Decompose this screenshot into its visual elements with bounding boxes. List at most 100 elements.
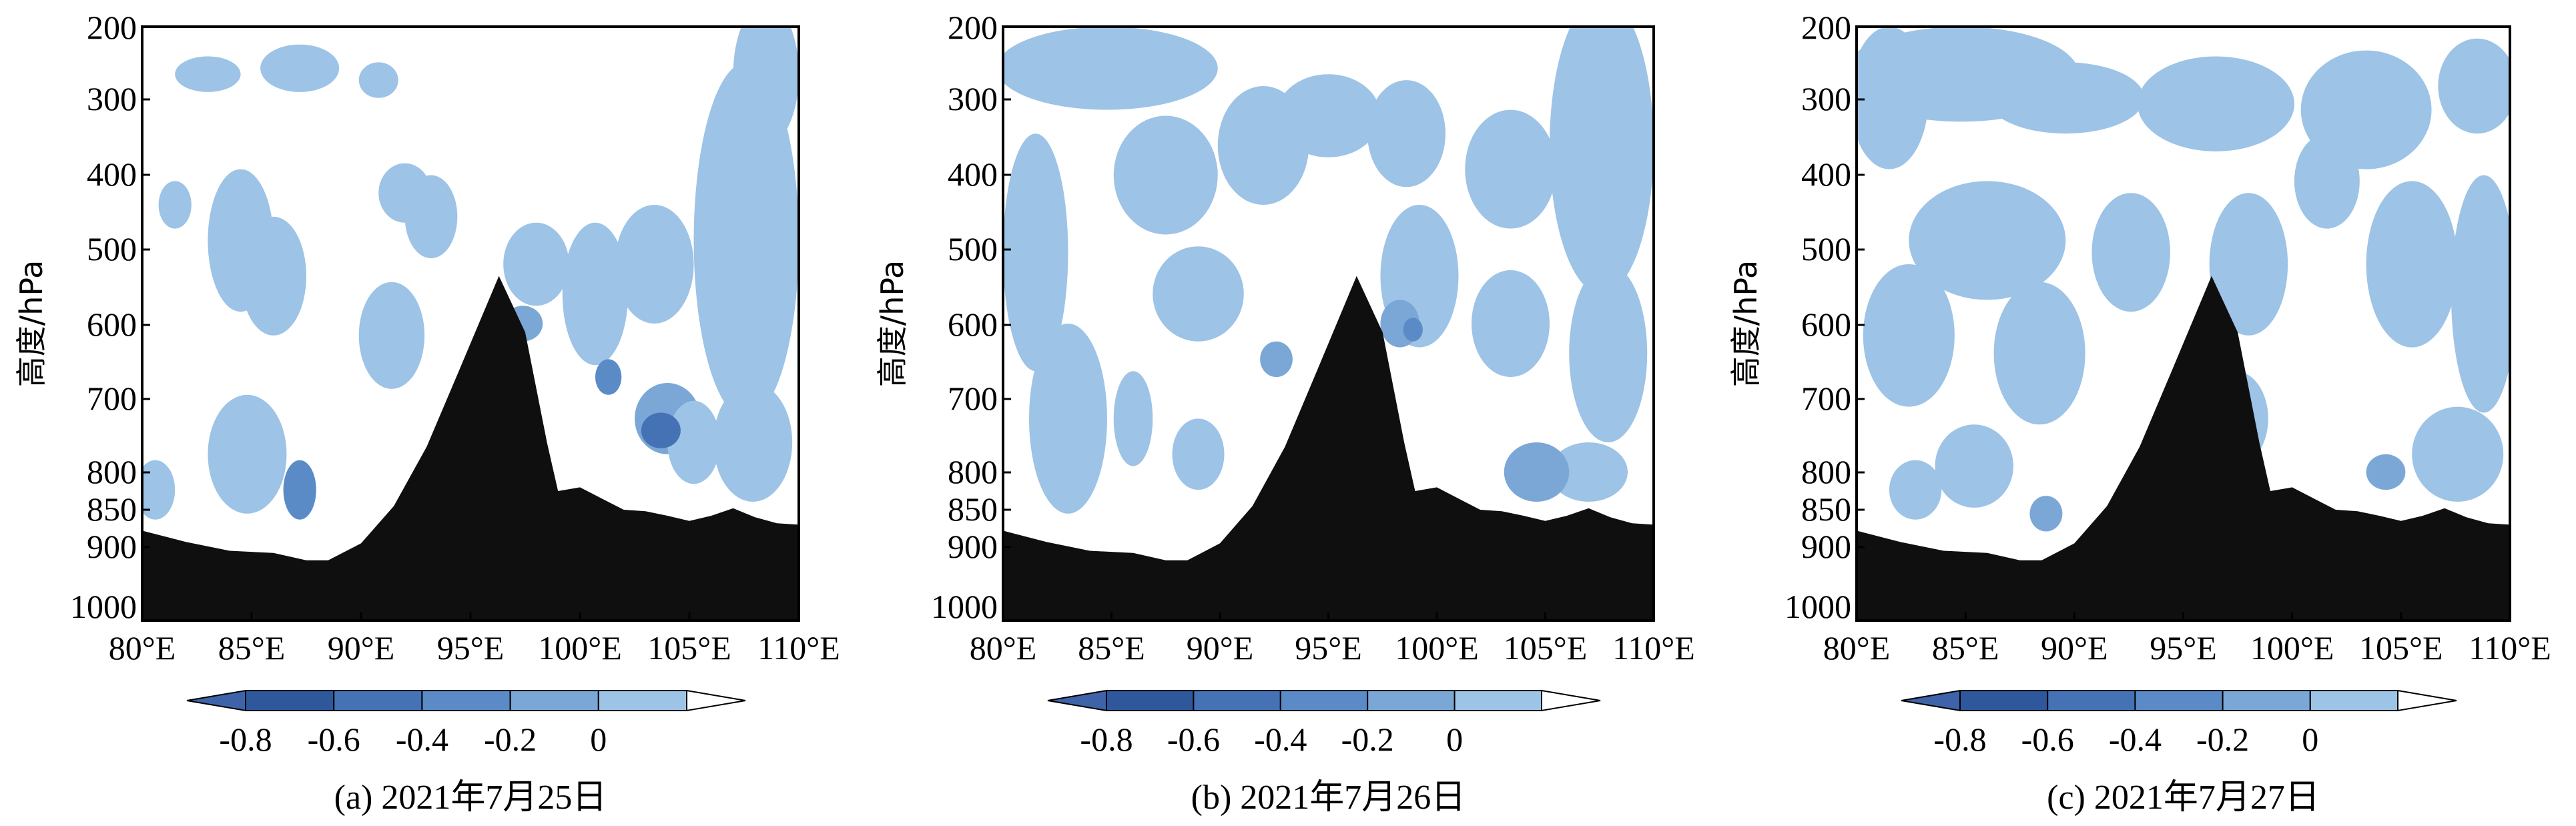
colorbar-tick-label: -0.4: [1254, 721, 1307, 758]
shading-region: [2366, 181, 2458, 348]
omega-shading: [1003, 27, 1654, 514]
x-tick-label: 80°E: [1823, 629, 1891, 667]
shading-region: [2209, 193, 2288, 336]
colorbar-tick-label: -0.6: [1167, 721, 1220, 758]
x-tick-label: 95°E: [1295, 629, 1362, 667]
y-tick-label: 1000: [1785, 588, 1851, 625]
colorbar-segment: [1106, 690, 1195, 711]
y-tick-label: 900: [1801, 528, 1851, 565]
colorbar-extend-max: [2397, 689, 2457, 712]
x-tick-label: 85°E: [218, 629, 286, 667]
shading-region: [1153, 246, 1244, 342]
shading-region: [2091, 193, 2170, 312]
shading-region: [693, 62, 799, 419]
shading-region: [2366, 454, 2406, 490]
colorbar: -0.8 -0.6 -0.4 -0.2 0: [186, 689, 746, 758]
colorbar-tick-label: -0.4: [2109, 721, 2162, 758]
colorbar-segment: [597, 690, 687, 711]
colorbar: -0.8 -0.6 -0.4 -0.2 0: [1901, 689, 2457, 758]
y-tick-label: 700: [948, 380, 998, 417]
colorbar-segment: [2222, 690, 2311, 711]
colorbar-extend-min: [186, 689, 246, 712]
shading-region: [2029, 496, 2063, 532]
x-tick-label: 85°E: [1078, 629, 1145, 667]
y-tick-label: 700: [87, 380, 137, 417]
y-tick-label: 900: [948, 528, 998, 565]
x-tick-label: 105°E: [2359, 629, 2443, 667]
colorbar-segment: [1193, 690, 1281, 711]
colorbar-segment: [245, 690, 335, 711]
colorbar-extend-min: [1901, 689, 1961, 712]
x-tick-label: 110°E: [757, 629, 840, 667]
colorbar-extend-max: [686, 689, 746, 712]
y-tick-label: 800: [948, 453, 998, 490]
omega-shading: [142, 27, 799, 520]
y-tick-label: 600: [1801, 306, 1851, 343]
y-tick-label: 500: [948, 230, 998, 268]
colorbar-segment: [2047, 690, 2136, 711]
x-tick-label: 95°E: [437, 629, 505, 667]
shading-region: [283, 460, 316, 520]
y-tick-label: 600: [87, 306, 137, 343]
y-tick-label: 400: [87, 155, 137, 193]
x-tick-label: 80°E: [109, 629, 176, 667]
y-tick-label: 200: [948, 9, 998, 46]
colorbar-tick-label: 0: [2302, 721, 2318, 758]
y-tick-label: 200: [87, 9, 137, 46]
colorbar-segment: [509, 690, 599, 711]
colorbar: -0.8 -0.6 -0.4 -0.2 0: [1047, 689, 1601, 758]
colorbar-extend-min: [1047, 689, 1107, 712]
y-tick-label: 400: [1801, 155, 1851, 193]
shading-region: [240, 216, 306, 336]
y-tick-label: 1000: [70, 588, 137, 625]
colorbar-tick-label: -0.4: [396, 721, 448, 758]
panel-caption: (b) 2021年7月26日: [1191, 779, 1466, 817]
shading-region: [733, 27, 799, 145]
shading-region: [713, 383, 793, 502]
y-tick-label: 500: [87, 230, 137, 268]
x-tick-label: 110°E: [1612, 629, 1695, 667]
shading-region: [1367, 80, 1445, 187]
colorbar-segment: [333, 690, 423, 711]
x-tick-label: 100°E: [538, 629, 622, 667]
colorbar-segment: [1454, 690, 1543, 711]
shading-region: [175, 56, 241, 92]
shading-region: [142, 460, 176, 520]
shading-region: [595, 359, 622, 395]
shading-region: [1987, 62, 2144, 134]
colorbar-tick-label: -0.6: [308, 721, 360, 758]
colorbar-tick-label: 0: [1446, 721, 1463, 758]
colorbar-segment: [1279, 690, 1369, 711]
colorbar-segment: [1959, 690, 2049, 711]
shading-region: [641, 412, 681, 448]
shading-region: [562, 222, 629, 366]
colorbar-tick-label: 0: [590, 721, 607, 758]
shading-region: [1863, 264, 1955, 407]
shading-region: [2412, 406, 2504, 502]
terrain-profile: [1003, 276, 1654, 621]
shading-region: [1113, 115, 1218, 235]
panel-caption: (c) 2021年7月27日: [2047, 779, 2320, 817]
y-tick-label: 600: [948, 306, 998, 343]
shading-region: [208, 394, 287, 514]
shading-region: [358, 62, 398, 98]
x-tick-label: 90°E: [2041, 629, 2108, 667]
y-tick-label: 300: [948, 80, 998, 117]
shading-region: [1504, 442, 1570, 502]
y-axis-label: 高度/hPa: [13, 260, 49, 388]
x-tick-label: 95°E: [2150, 629, 2217, 667]
y-tick-label: 400: [948, 155, 998, 193]
shading-region: [358, 282, 425, 389]
shading-region: [2451, 175, 2510, 413]
shading-region: [2438, 38, 2510, 134]
y-tick-label: 300: [1801, 80, 1851, 117]
y-axis-label: 高度/hPa: [874, 260, 910, 388]
terrain-profile: [1857, 276, 2510, 621]
x-tick-label: 90°E: [1187, 629, 1254, 667]
shading-region: [1550, 442, 1628, 502]
shading-region: [1113, 371, 1153, 466]
x-tick-label: 100°E: [1395, 629, 1479, 667]
shading-region: [1569, 264, 1648, 442]
shading-region: [260, 44, 340, 92]
